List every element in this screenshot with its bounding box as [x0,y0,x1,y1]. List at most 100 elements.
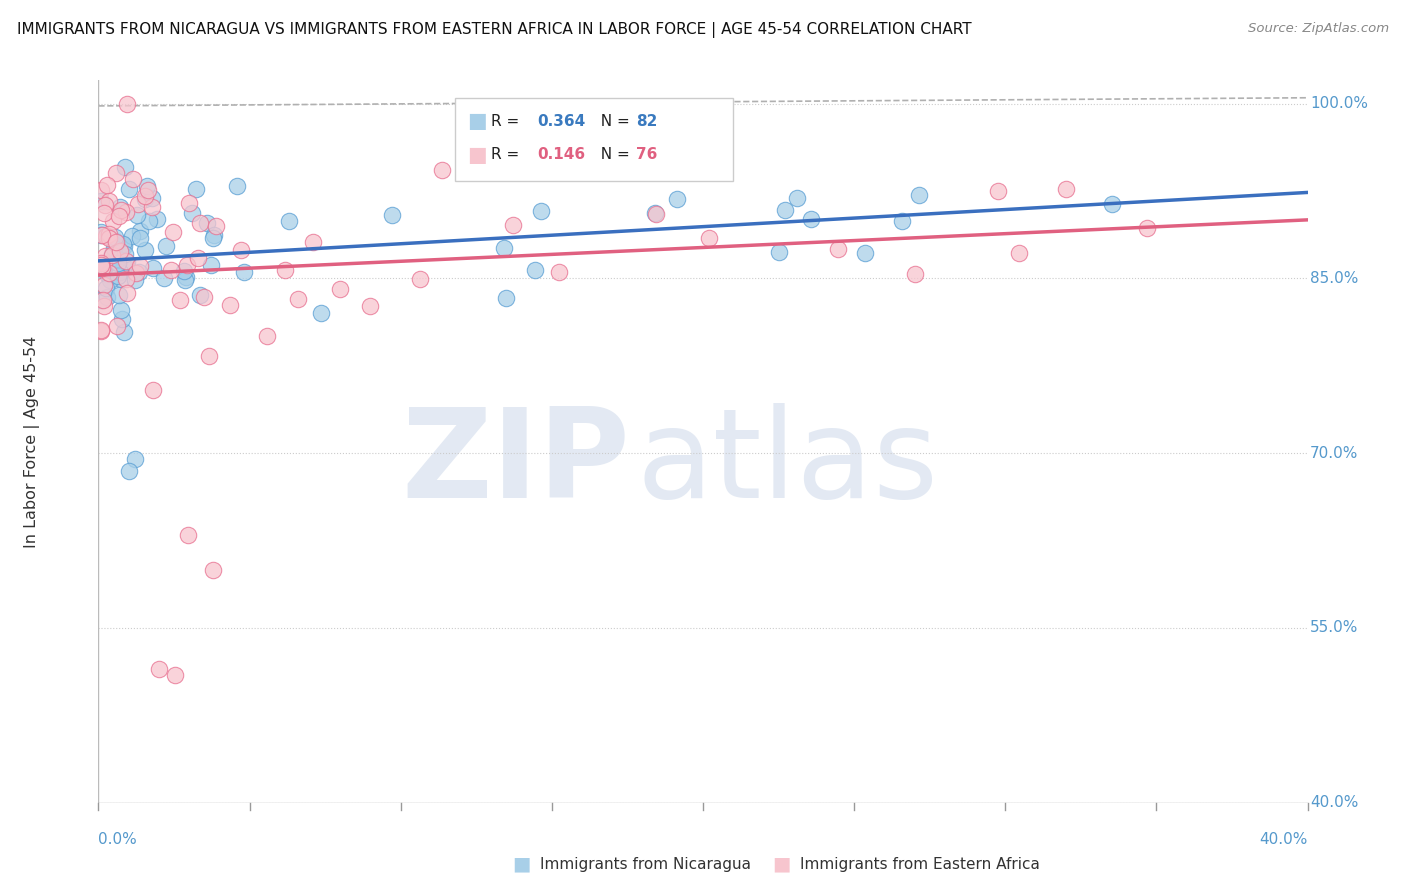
Point [188,288,211,302]
Point [278,214,301,228]
Point [134,243,156,257]
Point [773,202,796,217]
Point [201,231,224,245]
Point [96,267,118,281]
Point [110,202,132,217]
Point [360,299,382,313]
Point [101,248,124,262]
Point [104,166,127,180]
Point [127,197,149,211]
Text: 100.0%: 100.0% [1310,96,1368,112]
Point [110,265,132,279]
Point [104,234,127,248]
Point [100,262,122,277]
Point [202,563,225,577]
Text: 0.0%: 0.0% [98,832,138,847]
Point [94,229,117,244]
Point [90,227,112,242]
Point [107,287,129,301]
Point [98,194,121,208]
Point [91,293,114,308]
Text: IMMIGRANTS FROM NICARAGUA VS IMMIGRANTS FROM EASTERN AFRICA IN LABOR FORCE | AGE: IMMIGRANTS FROM NICARAGUA VS IMMIGRANTS … [17,22,972,38]
Point [134,189,156,203]
Point [204,227,226,242]
Point [108,209,131,223]
Point [98,262,121,277]
Point [114,160,136,174]
Point [110,303,132,318]
Point [200,258,222,272]
Point [115,260,138,275]
Point [302,235,325,249]
Text: N =: N = [591,147,634,162]
Point [103,241,125,255]
Point [124,266,146,280]
Point [1008,245,1031,260]
Point [96,178,118,192]
Point [104,237,127,252]
Point [97,266,120,280]
Text: 70.0%: 70.0% [1310,446,1358,460]
Point [115,204,138,219]
Point [104,236,127,251]
Point [128,265,150,279]
Point [93,256,115,270]
Point [148,662,170,676]
Point [124,272,146,286]
Point [697,231,720,245]
Text: 0.146: 0.146 [537,147,585,162]
Point [105,319,128,334]
Point [1054,182,1077,196]
Point [908,187,931,202]
Point [101,214,124,228]
Text: 85.0%: 85.0% [1310,271,1358,286]
Point [138,183,160,197]
Point [90,259,112,273]
Point [174,270,197,285]
Point [110,244,132,258]
Point [768,244,790,259]
Point [124,452,146,467]
Point [111,237,134,252]
Point [176,258,198,272]
Point [169,293,191,307]
Text: Source: ZipAtlas.com: Source: ZipAtlas.com [1249,22,1389,36]
Point [492,241,515,255]
Point [128,231,150,245]
Point [644,206,666,220]
Point [97,254,120,268]
Point [1101,196,1123,211]
Point [117,255,139,269]
Point [329,281,352,295]
Point [890,214,912,228]
Point [90,324,112,338]
Text: ■: ■ [772,855,790,874]
Text: 40.0%: 40.0% [1310,796,1358,810]
Point [110,200,132,214]
Point [177,528,200,542]
Point [162,225,184,239]
Point [90,293,112,307]
Point [104,235,127,250]
Text: Immigrants from Nicaragua: Immigrants from Nicaragua [540,856,751,871]
Point [90,256,112,270]
Text: 55.0%: 55.0% [1310,621,1358,635]
Point [665,192,688,206]
Point [195,216,218,230]
Point [160,262,183,277]
Point [179,196,201,211]
Text: R =: R = [492,147,524,162]
Point [107,256,129,270]
Point [128,224,150,238]
Point [256,329,278,343]
Point [153,271,176,285]
Point [173,263,195,277]
Point [524,262,547,277]
Point [98,231,121,245]
Point [174,273,197,287]
Point [96,290,118,304]
Text: ■: ■ [467,145,486,165]
Point [90,228,112,243]
Point [309,306,332,320]
Point [142,260,165,275]
